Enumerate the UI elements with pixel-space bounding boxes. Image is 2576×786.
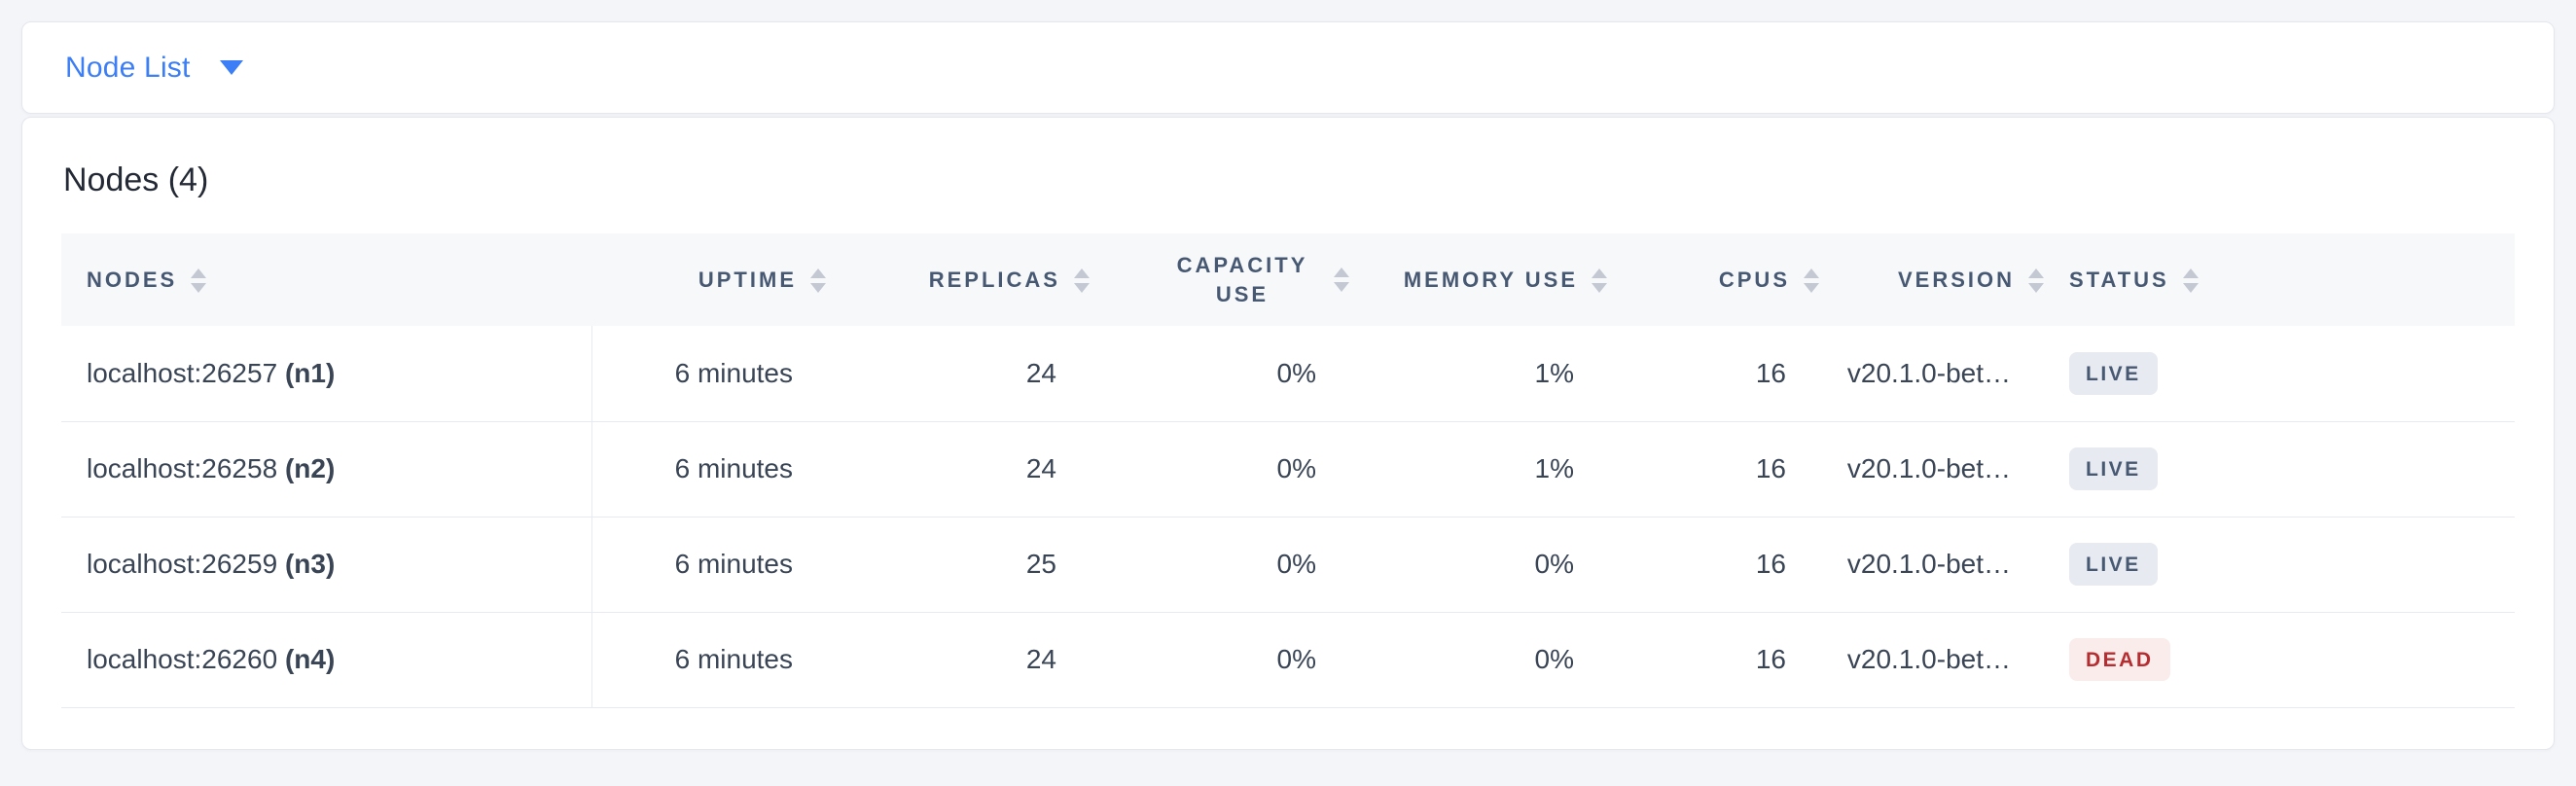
table-row: localhost:26257 (n1) 6 minutes 24 0% 1% … xyxy=(61,326,2515,421)
cell-node-address: localhost:26259 (n3) xyxy=(61,517,592,612)
cell-node-address: localhost:26260 (n4) xyxy=(61,612,592,707)
cell-version: v20.1.0-bet… xyxy=(1846,357,2011,388)
status-badge: DEAD xyxy=(2069,638,2170,681)
cell-memory-use: 1% xyxy=(1534,357,1574,388)
column-header-nodes-label: NODES xyxy=(87,268,178,293)
node-list-dropdown[interactable]: Node List xyxy=(65,52,243,85)
node-address: localhost:26258 xyxy=(87,453,278,483)
table-row: localhost:26260 (n4) 6 minutes 24 0% 0% … xyxy=(61,612,2515,707)
cell-status: LIVE xyxy=(2063,517,2515,612)
cell-version: v20.1.0-bet… xyxy=(1846,644,2011,674)
cell-status: DEAD xyxy=(2063,612,2515,707)
node-list-dropdown-label: Node List xyxy=(65,51,191,84)
cell-version: v20.1.0-bet… xyxy=(1846,453,2011,483)
cell-capacity-use: 0% xyxy=(1276,644,1316,674)
cell-status: LIVE xyxy=(2063,326,2515,421)
nodes-card: Nodes (4) NODES UPTIME REPLICAS CAPACITY… xyxy=(21,117,2555,750)
table-row: localhost:26259 (n3) 6 minutes 25 0% 0% … xyxy=(61,517,2515,612)
column-header-status[interactable]: STATUS xyxy=(2063,233,2515,326)
column-header-memory-use[interactable]: MEMORY USE xyxy=(1369,233,1627,326)
cell-cpus: 16 xyxy=(1755,357,1786,388)
cell-capacity-use: 0% xyxy=(1276,549,1316,579)
column-header-uptime-label: UPTIME xyxy=(698,268,797,293)
column-header-version-label: VERSION xyxy=(1897,268,2015,293)
sort-icon[interactable] xyxy=(1592,268,1607,293)
cell-cpus: 16 xyxy=(1755,644,1786,674)
node-id: (n3) xyxy=(284,549,336,579)
sort-icon[interactable] xyxy=(2028,268,2044,293)
column-header-status-label: STATUS xyxy=(2069,268,2169,293)
column-header-cpus-label: CPUS xyxy=(1718,268,1790,293)
status-badge: LIVE xyxy=(2069,351,2158,395)
cell-version: v20.1.0-bet… xyxy=(1846,549,2011,579)
status-badge: LIVE xyxy=(2069,447,2158,490)
table-header-row: NODES UPTIME REPLICAS CAPACITY USE MEMOR… xyxy=(61,233,2515,326)
table-row: localhost:26258 (n2) 6 minutes 24 0% 1% … xyxy=(61,421,2515,517)
node-address: localhost:26257 xyxy=(87,357,278,388)
node-id: (n2) xyxy=(284,453,336,483)
sort-icon[interactable] xyxy=(1074,268,1090,293)
cell-cpus: 16 xyxy=(1755,549,1786,579)
cell-capacity-use: 0% xyxy=(1276,357,1316,388)
cell-memory-use: 0% xyxy=(1534,644,1574,674)
cell-memory-use: 0% xyxy=(1534,549,1574,579)
nodes-table: NODES UPTIME REPLICAS CAPACITY USE MEMOR… xyxy=(61,233,2515,708)
column-header-version[interactable]: VERSION xyxy=(1839,233,2063,326)
sort-icon[interactable] xyxy=(2182,268,2199,293)
sort-icon[interactable] xyxy=(191,268,207,293)
page-title: Nodes (4) xyxy=(63,161,209,198)
column-header-nodes[interactable]: NODES xyxy=(61,233,591,326)
sort-icon[interactable] xyxy=(1804,268,1819,293)
node-address: localhost:26260 xyxy=(87,644,278,674)
cell-uptime: 6 minutes xyxy=(674,357,793,388)
cell-capacity-use: 0% xyxy=(1276,453,1316,483)
status-badge: LIVE xyxy=(2069,543,2158,586)
sort-icon[interactable] xyxy=(810,268,826,293)
column-header-uptime[interactable]: UPTIME xyxy=(591,233,845,326)
column-header-capacity-use-label: CAPACITY USE xyxy=(1176,252,1308,306)
cell-status: LIVE xyxy=(2063,421,2515,517)
cell-uptime: 6 minutes xyxy=(674,453,793,483)
column-header-cpus[interactable]: CPUS xyxy=(1627,233,1839,326)
cell-replicas: 25 xyxy=(1025,549,1056,579)
view-selector-bar: Node List xyxy=(21,21,2555,114)
column-header-replicas[interactable]: REPLICAS xyxy=(845,233,1109,326)
cell-memory-use: 1% xyxy=(1534,453,1574,483)
node-address: localhost:26259 xyxy=(87,549,278,579)
sort-icon[interactable] xyxy=(1334,268,1349,292)
node-id: (n1) xyxy=(284,357,336,388)
cell-node-address: localhost:26258 (n2) xyxy=(61,421,592,517)
column-header-replicas-label: REPLICAS xyxy=(928,268,1060,293)
cell-node-address: localhost:26257 (n1) xyxy=(61,326,592,421)
column-header-memory-use-label: MEMORY USE xyxy=(1403,268,1578,293)
cell-replicas: 24 xyxy=(1025,357,1056,388)
cell-uptime: 6 minutes xyxy=(674,644,793,674)
cell-cpus: 16 xyxy=(1755,453,1786,483)
cell-uptime: 6 minutes xyxy=(674,549,793,579)
node-id: (n4) xyxy=(284,644,336,674)
caret-down-icon xyxy=(219,60,243,75)
cell-replicas: 24 xyxy=(1025,453,1056,483)
cell-replicas: 24 xyxy=(1025,644,1056,674)
column-header-capacity-use[interactable]: CAPACITY USE xyxy=(1109,233,1369,326)
